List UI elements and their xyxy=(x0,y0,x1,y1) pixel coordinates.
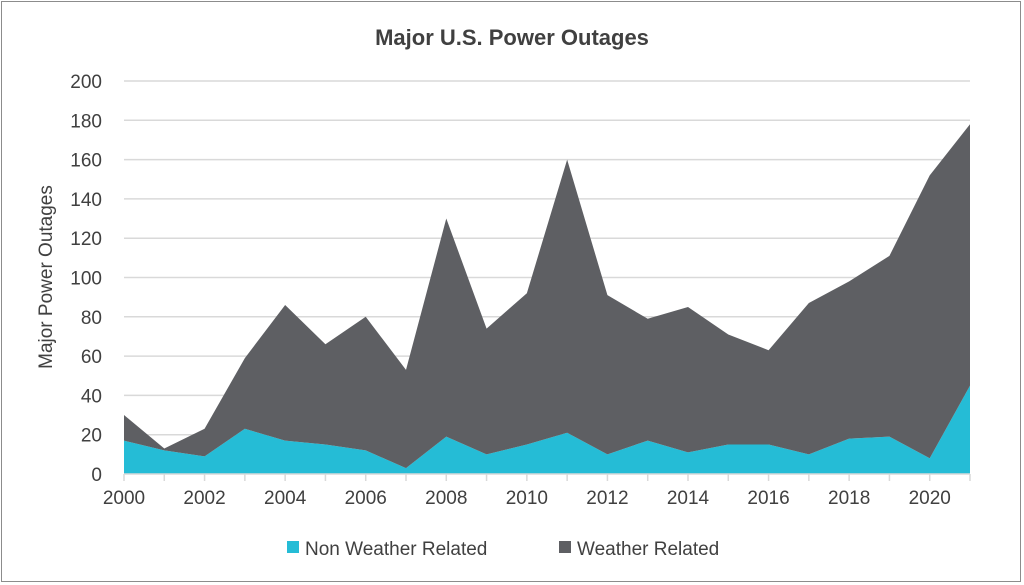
x-tick-label: 2000 xyxy=(103,488,145,509)
area-series-weather xyxy=(124,124,970,469)
x-tick-label: 2004 xyxy=(264,488,307,509)
area-series-non-weather xyxy=(124,385,970,474)
y-tick-label: 100 xyxy=(70,269,102,290)
legend-swatch-weather xyxy=(559,541,571,553)
x-tick-label: 2002 xyxy=(183,488,225,509)
legend: Non Weather Related Weather Related xyxy=(287,539,719,560)
y-tick-label: 140 xyxy=(70,190,102,211)
y-tick-label: 120 xyxy=(70,229,102,250)
y-tick-label: 40 xyxy=(81,386,102,407)
x-tick-label: 2020 xyxy=(909,488,951,509)
legend-swatch-non-weather xyxy=(287,541,299,553)
legend-label-non-weather: Non Weather Related xyxy=(305,539,487,560)
x-tick-label: 2016 xyxy=(747,488,789,509)
y-tick-label: 20 xyxy=(81,426,102,447)
y-tick-label: 200 xyxy=(70,72,102,93)
x-tick-label: 2014 xyxy=(667,488,710,509)
legend-label-weather: Weather Related xyxy=(577,539,719,560)
y-tick-label: 180 xyxy=(70,111,102,132)
x-tick-label: 2006 xyxy=(345,488,387,509)
y-tick-label: 160 xyxy=(70,151,102,172)
y-axis-label: Major Power Outages xyxy=(36,185,57,369)
y-tick-label: 60 xyxy=(81,347,102,368)
x-tick-label: 2018 xyxy=(828,488,870,509)
chart-title: Major U.S. Power Outages xyxy=(375,25,649,50)
x-tick-label: 2012 xyxy=(586,488,628,509)
y-tick-label: 0 xyxy=(91,465,102,486)
x-tick-label: 2008 xyxy=(425,488,467,509)
y-tick-label: 80 xyxy=(81,308,102,329)
x-tick-label: 2010 xyxy=(506,488,548,509)
